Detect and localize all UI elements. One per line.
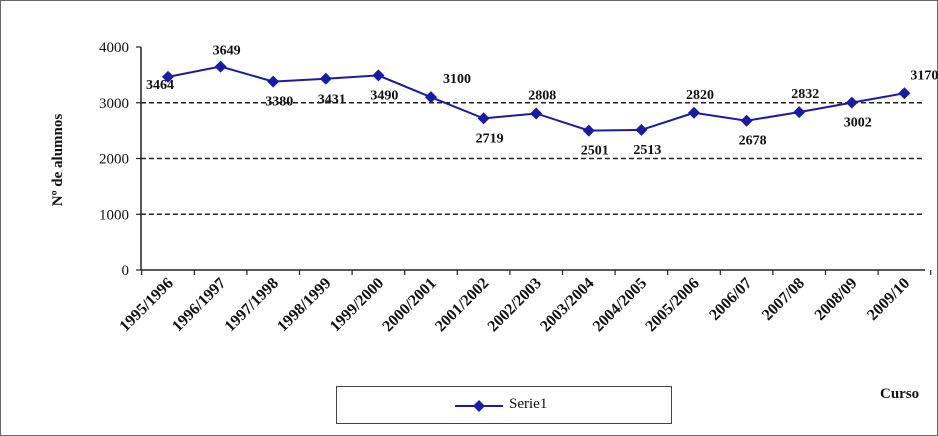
data-label: 2820: [686, 88, 714, 103]
data-label: 3170: [910, 68, 938, 83]
legend-series-marker: [455, 400, 503, 412]
data-point-marker: [635, 123, 648, 136]
x-tick-label: 2006/07: [706, 275, 755, 324]
data-label: 2832: [791, 87, 819, 102]
data-point-marker: [162, 70, 174, 83]
y-tick-label: 3000: [99, 96, 129, 112]
data-point-marker: [582, 124, 595, 137]
x-tick-label: 2008/09: [812, 275, 861, 324]
data-label: 3464: [146, 78, 174, 93]
data-point-marker: [267, 75, 280, 88]
data-point-marker: [319, 72, 332, 85]
x-tick-label: 2004/2005: [590, 275, 650, 335]
y-tick-label: 0: [122, 263, 130, 279]
legend-series-label: Serie1: [509, 396, 548, 412]
data-point-marker: [214, 60, 227, 73]
x-tick-label: 1998/1999: [274, 275, 334, 335]
data-point-marker: [530, 107, 543, 120]
x-tick-label: 2001/2002: [432, 275, 492, 335]
x-axis-title: Curso: [880, 386, 919, 402]
x-tick-label: 1997/1998: [222, 275, 282, 335]
data-labels: 3464 3649 3380 3431 3490 3100 2719 2808 2501 2513…: [146, 44, 938, 159]
gridlines: [141, 101, 925, 216]
data-point-marker: [740, 114, 753, 127]
data-point-marker: [372, 69, 385, 82]
x-tick-label: 2007/08: [759, 275, 808, 324]
data-label: 3002: [844, 116, 872, 131]
y-tick-label: 1000: [99, 207, 129, 223]
data-label: 2719: [476, 131, 504, 146]
legend: Serie1: [336, 386, 672, 424]
data-label: 3100: [443, 72, 471, 87]
y-tick-label: 2000: [99, 152, 129, 168]
data-point-marker: [425, 91, 437, 104]
data-point-marker: [793, 106, 806, 119]
data-label: 3380: [265, 95, 293, 110]
x-tick-labels: 1995/19961996/19971997/19981998/19991999…: [116, 275, 913, 335]
data-point-marker: [898, 87, 911, 100]
x-tick-label: 1999/2000: [327, 275, 387, 335]
data-label: 3490: [370, 88, 398, 103]
data-label: 3431: [318, 93, 346, 108]
data-point-marker: [688, 106, 700, 119]
data-label: 2513: [633, 143, 661, 158]
y-axis-title: Nº de alumnos: [50, 114, 66, 207]
data-point-marker: [477, 112, 490, 125]
x-tick-label: 1995/1996: [116, 275, 176, 335]
data-label: 2501: [581, 144, 609, 159]
x-tick-label: 2003/2004: [537, 275, 597, 335]
x-tick-label: 2009/10: [864, 275, 913, 324]
data-label: 2808: [528, 88, 556, 103]
x-tick-label: 1996/1997: [169, 275, 229, 335]
y-tick-labels: 0 1000 2000 3000 4000: [99, 40, 129, 279]
y-tick-label: 4000: [99, 40, 129, 56]
axes: [136, 46, 932, 275]
data-label: 2678: [739, 134, 767, 149]
data-point-marker: [845, 96, 858, 109]
x-tick-label: 2005/2006: [642, 275, 702, 335]
data-label: 3649: [213, 44, 241, 59]
series-line: [162, 60, 911, 137]
x-tick-label: 2002/2003: [485, 275, 545, 335]
x-tick-label: 2000/2001: [379, 275, 439, 335]
